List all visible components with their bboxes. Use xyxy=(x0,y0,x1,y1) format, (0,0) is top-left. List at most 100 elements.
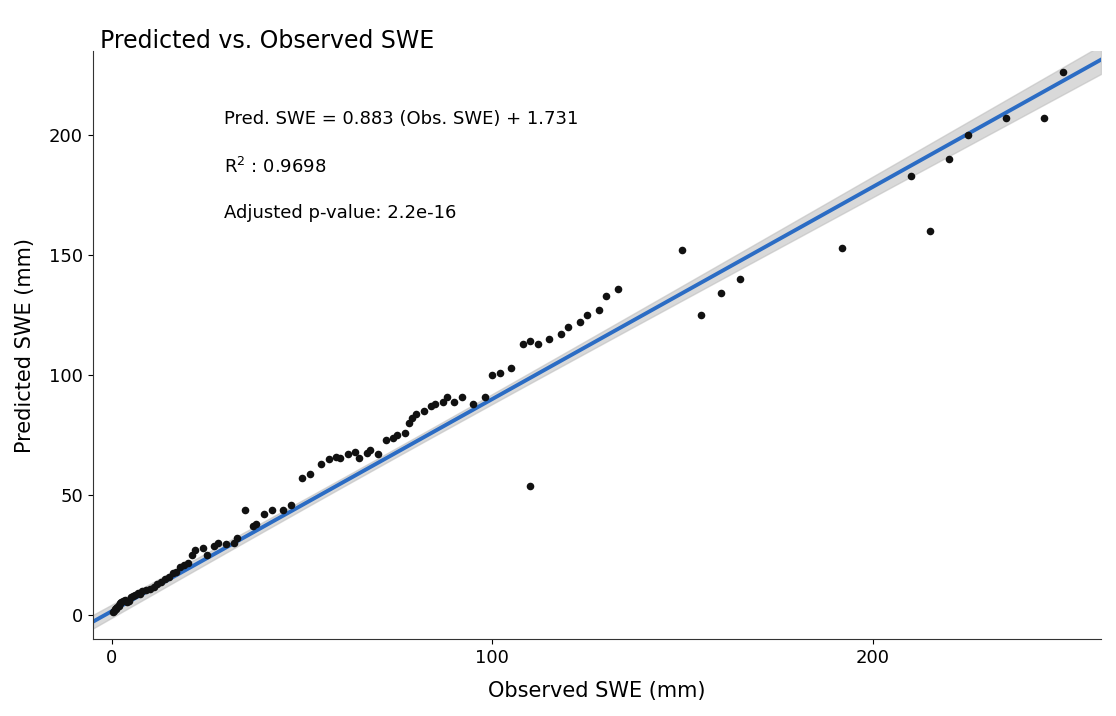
Point xyxy=(902,170,920,181)
Point xyxy=(107,603,125,614)
Point xyxy=(137,584,155,596)
Point xyxy=(175,559,193,571)
Point xyxy=(1035,112,1052,124)
Point xyxy=(407,408,425,420)
Point xyxy=(921,226,939,237)
Point xyxy=(156,574,174,585)
Point xyxy=(109,600,127,611)
Point xyxy=(194,542,212,553)
X-axis label: Observed SWE (mm): Observed SWE (mm) xyxy=(488,681,705,701)
Point xyxy=(300,468,318,479)
Point xyxy=(377,435,395,446)
Point xyxy=(350,453,368,464)
Point xyxy=(160,571,177,583)
Point xyxy=(475,391,493,402)
Point xyxy=(597,290,615,301)
Point xyxy=(124,591,142,602)
Point xyxy=(423,401,441,412)
Point xyxy=(674,244,692,256)
Point xyxy=(529,338,547,349)
Point xyxy=(396,427,414,438)
Point xyxy=(116,594,134,606)
Point xyxy=(1054,67,1071,78)
Point xyxy=(262,504,280,516)
Text: R$^2$ : 0.9698: R$^2$ : 0.9698 xyxy=(224,157,326,177)
Point xyxy=(119,595,137,606)
Point xyxy=(217,538,234,550)
Point xyxy=(400,417,417,429)
Point xyxy=(464,398,482,410)
Point xyxy=(235,504,253,516)
Point xyxy=(415,405,433,417)
Text: Predicted vs. Observed SWE: Predicted vs. Observed SWE xyxy=(100,29,435,53)
Point xyxy=(590,304,608,316)
Point xyxy=(327,451,345,463)
Point xyxy=(198,550,215,561)
Point xyxy=(122,591,140,603)
Point xyxy=(256,509,273,521)
Point xyxy=(346,446,364,458)
Point xyxy=(132,588,150,599)
Point xyxy=(106,604,124,615)
Point xyxy=(384,432,402,443)
Point xyxy=(609,283,627,294)
Point xyxy=(521,336,539,347)
Point xyxy=(107,602,125,614)
Point xyxy=(172,561,190,573)
Point xyxy=(183,550,201,561)
Point xyxy=(358,448,376,459)
Point xyxy=(331,453,349,464)
Point xyxy=(113,596,131,608)
Point xyxy=(319,453,337,465)
Point xyxy=(540,334,558,345)
Point xyxy=(248,518,266,530)
Point xyxy=(114,595,132,606)
Point xyxy=(210,538,228,549)
Point xyxy=(388,430,406,441)
Point xyxy=(483,369,501,381)
Point xyxy=(141,584,158,595)
Point xyxy=(693,309,711,321)
Y-axis label: Predicted SWE (mm): Predicted SWE (mm) xyxy=(15,238,35,453)
Point xyxy=(294,473,311,484)
Point xyxy=(312,458,330,470)
Point xyxy=(148,579,166,590)
Point xyxy=(959,129,976,140)
Point xyxy=(164,568,182,579)
Point xyxy=(186,545,204,556)
Point xyxy=(445,396,463,407)
Point xyxy=(578,309,596,321)
Point xyxy=(205,540,223,551)
Point xyxy=(434,396,452,407)
Point xyxy=(997,112,1014,124)
Point xyxy=(731,274,749,285)
Point xyxy=(110,599,128,610)
Point xyxy=(339,449,357,460)
Point xyxy=(403,412,421,424)
Point xyxy=(108,601,126,613)
Point xyxy=(133,586,151,597)
Point xyxy=(243,521,261,532)
Point xyxy=(112,598,129,609)
Point xyxy=(152,576,170,587)
Point xyxy=(491,367,509,379)
Point xyxy=(126,589,144,601)
Point xyxy=(437,391,455,402)
Point xyxy=(167,566,185,578)
Point xyxy=(104,606,122,617)
Point xyxy=(513,338,531,349)
Point xyxy=(940,153,958,165)
Point xyxy=(559,321,577,333)
Point xyxy=(105,605,123,616)
Point xyxy=(369,449,387,460)
Point xyxy=(229,533,247,544)
Point xyxy=(551,329,569,340)
Point xyxy=(834,242,852,253)
Point xyxy=(453,391,471,402)
Point xyxy=(224,538,242,549)
Point xyxy=(502,362,520,374)
Point xyxy=(570,316,588,328)
Text: Adjusted p-value: 2.2e-16: Adjusted p-value: 2.2e-16 xyxy=(224,204,456,222)
Point xyxy=(281,499,299,511)
Point xyxy=(179,557,196,569)
